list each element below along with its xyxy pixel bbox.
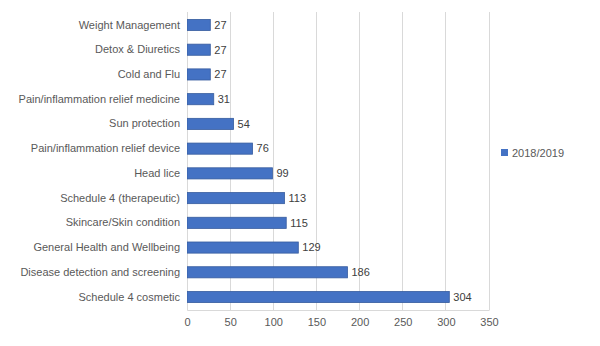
y-tick: Head lice (134, 167, 187, 179)
grid-line (489, 12, 490, 310)
x-tick: 0 (184, 310, 190, 328)
x-tick: 250 (394, 310, 412, 328)
y-tick-label: General Health and Wellbeing (33, 241, 180, 253)
bar (187, 291, 449, 302)
data-label: 99 (276, 167, 288, 179)
y-tick: Skincare/Skin condition (66, 216, 187, 228)
y-tick-label: Skincare/Skin condition (66, 216, 180, 228)
legend-label: 2018/2019 (512, 147, 564, 159)
bar (187, 217, 286, 228)
data-label: 115 (290, 217, 308, 229)
data-label: 113 (289, 192, 307, 204)
data-label: 304 (453, 291, 471, 303)
data-label: 186 (351, 266, 369, 278)
bar (187, 19, 210, 30)
y-tick-label: Schedule 4 cosmetic (79, 291, 181, 303)
y-tick: Cold and Flu (118, 68, 187, 80)
bar (187, 69, 210, 80)
x-tick-label: 200 (351, 316, 369, 328)
y-axis-line (187, 13, 188, 311)
x-tick: 300 (437, 310, 455, 328)
legend-swatch (501, 149, 508, 156)
y-tick-label: Schedule 4 (therapeutic) (60, 192, 180, 204)
data-labels: 27 27 27 31 54 76 99 113 115 129 186 304 (214, 19, 471, 303)
x-tick-label: 350 (480, 316, 498, 328)
plot-area: 0 50 100 150 200 250 300 350 Weight Management De… (19, 12, 499, 328)
data-label: 27 (214, 68, 226, 80)
grid-line (230, 12, 231, 310)
grid-line (273, 12, 274, 310)
bar (187, 168, 272, 179)
y-tick-label: Pain/inflammation relief device (31, 142, 180, 154)
data-label: 54 (238, 118, 250, 130)
y-tick-label: Head lice (134, 167, 180, 179)
grid-line (187, 12, 188, 310)
grid-line (316, 12, 317, 310)
x-axis-line (188, 310, 490, 311)
x-tick-label: 0 (184, 316, 190, 328)
y-tick: Pain/inflammation relief medicine (19, 93, 187, 105)
x-tick-label: 150 (308, 316, 326, 328)
x-tick-label: 300 (437, 316, 455, 328)
grid (187, 12, 489, 310)
bar (187, 118, 234, 129)
y-tick: Disease detection and screening (20, 266, 187, 278)
x-tick: 100 (265, 310, 283, 328)
data-label: 31 (218, 93, 230, 105)
x-tick-label: 50 (225, 316, 237, 328)
x-tick: 350 (480, 310, 498, 328)
bar (187, 267, 347, 278)
grid-line (402, 12, 403, 310)
bar (187, 193, 285, 204)
x-tick-label: 250 (394, 316, 412, 328)
y-tick-label: Disease detection and screening (20, 266, 180, 278)
x-axis: 0 50 100 150 200 250 300 350 (184, 310, 498, 328)
data-label: 27 (214, 44, 226, 56)
y-tick: Sun protection (109, 117, 187, 129)
y-tick: Detox & Diuretics (95, 43, 187, 55)
x-tick: 200 (351, 310, 369, 328)
chart: 0 50 100 150 200 250 300 350 Weight Management De… (0, 0, 600, 346)
data-label: 76 (257, 142, 269, 154)
bar (187, 44, 210, 55)
y-tick-label: Detox & Diuretics (95, 43, 180, 55)
y-axis: Weight Management Detox & Diuretics Cold a… (19, 13, 188, 311)
x-tick-label: 100 (265, 316, 283, 328)
legend: 2018/2019 (501, 147, 564, 159)
y-tick: Weight Management (79, 19, 187, 31)
data-label: 129 (302, 241, 320, 253)
y-tick: General Health and Wellbeing (33, 241, 187, 253)
x-tick: 50 (225, 310, 237, 328)
y-tick-label: Sun protection (109, 117, 180, 129)
y-tick-label: Pain/inflammation relief medicine (19, 93, 180, 105)
y-tick-label: Weight Management (79, 19, 180, 31)
bars (187, 19, 449, 302)
y-tick: Schedule 4 cosmetic (79, 291, 188, 303)
y-tick-label: Cold and Flu (118, 68, 180, 80)
x-tick: 150 (308, 310, 326, 328)
grid-line (445, 12, 446, 310)
bar (187, 143, 253, 154)
y-tick: Pain/inflammation relief device (31, 142, 187, 154)
bar (187, 94, 214, 105)
y-tick: Schedule 4 (therapeutic) (60, 192, 187, 204)
bar (187, 242, 298, 253)
data-label: 27 (214, 19, 226, 31)
